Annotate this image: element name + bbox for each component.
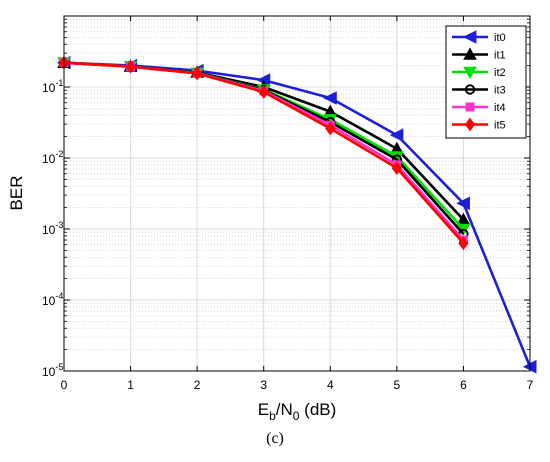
legend-marker xyxy=(465,102,475,112)
x-tick-label: 6 xyxy=(460,378,467,392)
y-tick-labels: 10-510-410-310-210-1 xyxy=(42,78,63,379)
y-tick-label-base: 10 xyxy=(42,81,56,95)
x-axis-label: Eb/N0 (dB) xyxy=(258,400,337,423)
legend-label: it1 xyxy=(494,50,506,62)
x-tick-label: 7 xyxy=(527,378,534,392)
data-point-it5 xyxy=(325,121,336,136)
legend-label: it2 xyxy=(494,67,506,79)
legend-entry-it0: it0 xyxy=(452,30,506,44)
x-tick-label: 3 xyxy=(260,378,267,392)
legend-entry-it4: it4 xyxy=(452,102,506,114)
plot-frame xyxy=(63,15,531,372)
data-point-it5 xyxy=(458,236,469,251)
y-tick-label: 10-5 xyxy=(42,362,63,379)
x-axis-label-base: E xyxy=(258,400,269,419)
legend-marker xyxy=(463,66,477,80)
data-point-it0 xyxy=(389,128,404,142)
y-tick-label-base: 10 xyxy=(42,294,56,308)
y-axis-label: BER xyxy=(7,176,26,211)
y-tick-label-exponent: -5 xyxy=(55,362,63,372)
y-tick-label: 10-4 xyxy=(42,291,63,308)
data-point-it0 xyxy=(323,91,337,105)
data-point-it5 xyxy=(192,66,203,81)
legend-marker xyxy=(464,84,476,95)
y-tick-label-base: 10 xyxy=(42,152,56,166)
legend-entry-it1: it1 xyxy=(452,47,506,62)
y-tick-label-exponent: -4 xyxy=(55,291,63,301)
x-tick-label: 0 xyxy=(61,378,68,392)
x-tick-labels: 0 1 2 3 4 5 6 7 xyxy=(61,378,534,392)
legend: it0 it1 it2 it3 it4 it5 xyxy=(445,25,527,139)
x-tick-label: 5 xyxy=(394,378,401,392)
legend-label: it5 xyxy=(494,120,506,132)
x-axis-label-sub2: 0 xyxy=(293,409,300,423)
legend-marker xyxy=(462,30,477,44)
legend-label: it3 xyxy=(494,85,506,97)
x-axis-label-sub1: b xyxy=(269,409,276,423)
x-tick-label: 2 xyxy=(194,378,201,392)
x-axis-label-tail: (dB) xyxy=(299,400,336,419)
y-tick-label-exponent: -2 xyxy=(55,149,63,159)
data-point-it5 xyxy=(125,59,136,74)
y-tick-label-exponent: -1 xyxy=(55,78,63,88)
figure-caption: (c) xyxy=(266,430,284,447)
legend-label: it4 xyxy=(494,102,506,114)
x-axis-label-mid: /N xyxy=(276,400,293,419)
x-tick-label: 1 xyxy=(127,378,134,392)
legend-entry-it2: it2 xyxy=(452,66,506,80)
data-point-it5 xyxy=(391,161,402,175)
legend-entry-it3: it3 xyxy=(452,84,506,97)
legend-marker xyxy=(464,117,476,132)
tick-marks xyxy=(63,16,531,372)
y-tick-label: 10-1 xyxy=(42,78,63,95)
y-tick-label: 10-3 xyxy=(42,220,63,237)
legend-label: it0 xyxy=(494,32,506,44)
x-tick-label: 4 xyxy=(327,378,334,392)
y-tick-label-base: 10 xyxy=(42,365,56,379)
legend-marker xyxy=(463,47,477,60)
y-tick-label-base: 10 xyxy=(42,223,56,237)
y-tick-label: 10-2 xyxy=(42,149,63,166)
legend-box xyxy=(445,25,527,139)
y-tick-label-exponent: -3 xyxy=(55,220,63,230)
data-point-it5 xyxy=(258,85,269,99)
series-layer xyxy=(56,55,537,374)
legend-entry-it5: it5 xyxy=(452,117,506,132)
data-point-it0 xyxy=(456,196,470,211)
